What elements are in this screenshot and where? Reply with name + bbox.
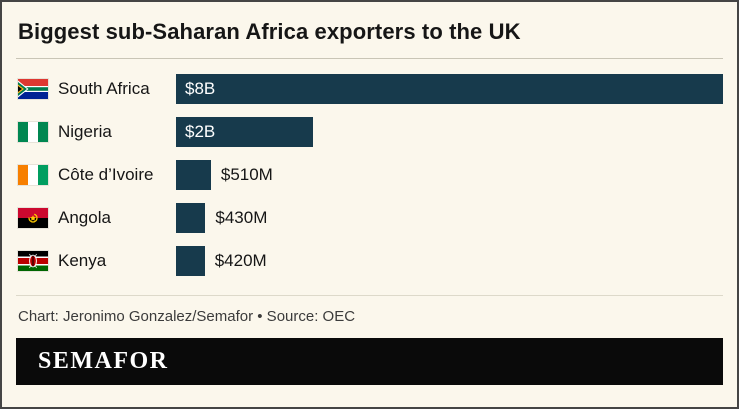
chart-title: Biggest sub-Saharan Africa exporters to … [18, 19, 521, 44]
country-label: Angola [58, 208, 111, 227]
bar-track: $510M [176, 160, 723, 190]
flag-kenya-icon [18, 251, 48, 271]
bar-row: South Africa $8B [16, 68, 723, 111]
bar-value-label: $8B [185, 79, 216, 98]
flag-cote-divoire-icon [18, 165, 48, 185]
bar-row: Angola $430M [16, 197, 723, 240]
country-label: Nigeria [58, 122, 112, 141]
bar: $2B [176, 117, 313, 147]
country-label: South Africa [58, 79, 150, 98]
bar-track: $8B [176, 74, 723, 104]
brand-bar: SEMAFOR [16, 337, 723, 385]
bar-value-label: $420M [214, 251, 267, 270]
bar [176, 203, 206, 233]
bar: $8B [176, 74, 723, 104]
bar-row: Côte d’Ivoire $510M [16, 154, 723, 197]
title-divider [16, 57, 723, 59]
bar-row: Kenya $420M [16, 240, 723, 283]
bar-row: Nigeria $2B [16, 111, 723, 154]
country-label: Kenya [58, 251, 107, 270]
bar-track: $430M [176, 203, 723, 233]
semafor-logo: SEMAFOR [38, 347, 169, 374]
flag-angola-icon [18, 208, 48, 228]
bar [176, 246, 205, 276]
caption-divider [16, 294, 723, 296]
bar [176, 160, 211, 190]
bar-value-label: $430M [215, 208, 268, 227]
flag-nigeria-icon [18, 122, 48, 142]
bar-track: $2B [176, 117, 723, 147]
bar-track: $420M [176, 246, 723, 276]
bar-value-label: $510M [220, 165, 273, 184]
bar-chart: South Africa $8B Nigeria $2B [16, 68, 723, 283]
country-label: Côte d’Ivoire [58, 165, 154, 184]
bar-value-label: $2B [185, 122, 216, 141]
chart-credit: Chart: Jeronimo Gonzalez/Semafor • Sourc… [18, 307, 356, 325]
flag-south-africa-icon [18, 79, 48, 99]
